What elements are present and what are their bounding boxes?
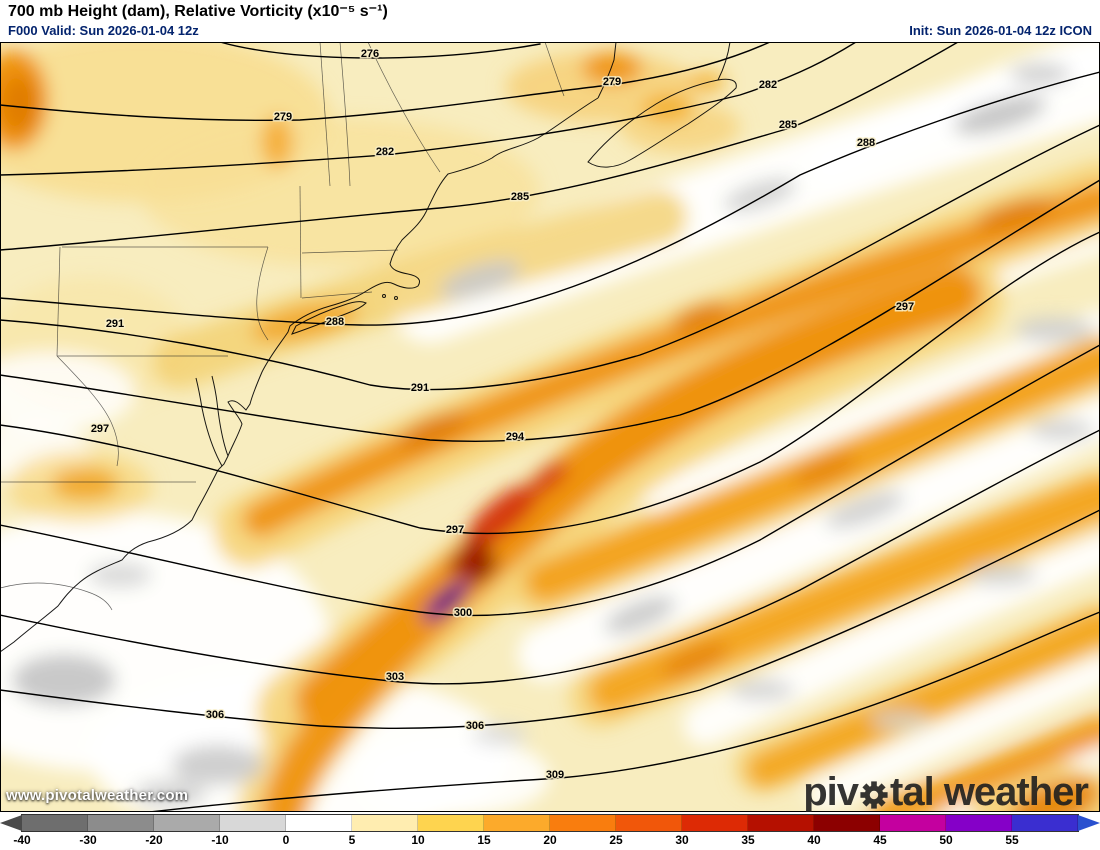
colorbar-tick: -30 xyxy=(79,833,97,847)
colorbar-tick: 15 xyxy=(477,833,491,847)
contour-label: 288 xyxy=(857,137,875,149)
contour-288 xyxy=(0,71,1100,326)
colorbar-tick: -20 xyxy=(145,833,163,847)
colorbar-segment xyxy=(220,815,286,831)
contour-label: 294 xyxy=(506,431,525,443)
height-contours-layer xyxy=(0,42,1100,812)
init-time-label: Init: Sun 2026-01-04 12z ICON xyxy=(909,23,1092,38)
colorbar-segment xyxy=(1012,815,1078,831)
colorbar-segment xyxy=(154,815,220,831)
contour-276 xyxy=(219,42,541,59)
contour-303 xyxy=(0,429,1100,685)
contour-label: 285 xyxy=(511,191,529,203)
colorbar-segment xyxy=(748,815,814,831)
pivotal-weather-logo: piv tal weather xyxy=(803,770,1089,814)
contour-285 xyxy=(0,42,959,251)
logo-text-weather: weather xyxy=(933,770,1089,814)
colorbar-segments xyxy=(21,814,1079,832)
colorbar-segment xyxy=(682,815,748,831)
colorbar-tick: -40 xyxy=(13,833,31,847)
contour-294 xyxy=(0,179,1100,442)
colorbar-segment xyxy=(352,815,418,831)
colorbar-tick: -10 xyxy=(211,833,229,847)
colorbar-tick: 5 xyxy=(348,833,356,847)
colorbar-segment xyxy=(286,815,352,831)
colorbar-tick: 20 xyxy=(543,833,557,847)
colorbar-tick: 25 xyxy=(609,833,623,847)
contour-282 xyxy=(0,42,857,176)
colorbar-right-arrow xyxy=(1078,815,1100,831)
colorbar-segment xyxy=(22,815,88,831)
contour-label: 279 xyxy=(274,111,292,123)
colorbar-left-arrow xyxy=(0,815,22,831)
contour-label: 291 xyxy=(411,382,429,394)
contour-300 xyxy=(0,344,1100,617)
contour-label: 279 xyxy=(603,76,621,88)
colorbar-tick: 55 xyxy=(1005,833,1019,847)
contour-label: 306 xyxy=(206,709,224,721)
contour-label: 309 xyxy=(546,769,564,781)
colorbar-segment xyxy=(616,815,682,831)
contour-label: 282 xyxy=(759,79,777,91)
contour-label: 285 xyxy=(779,119,797,131)
contour-label: 303 xyxy=(386,671,404,683)
colorbar-tick: 50 xyxy=(939,833,953,847)
contour-label: 291 xyxy=(106,318,124,330)
colorbar-segment xyxy=(880,815,946,831)
colorbar-ticks: -40 -30 -20 -10 0 5 10 15 20 25 30 35 40 45 50 55 xyxy=(0,833,1100,849)
contour-label: 297 xyxy=(91,423,109,435)
colorbar-segment xyxy=(946,815,1012,831)
colorbar-segment xyxy=(814,815,880,831)
logo-text-tal: tal xyxy=(890,770,935,814)
colorbar-tick: 35 xyxy=(741,833,755,847)
colorbar-tick: 10 xyxy=(411,833,425,847)
header: 700 mb Height (dam), Relative Vorticity … xyxy=(0,0,1100,42)
vorticity-shading-layer xyxy=(0,42,1100,812)
colorbar-tick: 45 xyxy=(873,833,887,847)
contour-label: 297 xyxy=(896,301,914,313)
colorbar-segment xyxy=(484,815,550,831)
state-borders-layer xyxy=(0,42,565,611)
map-canvas: 276 279 279 282 282 285 285 288 288 291 291 294 297 2… xyxy=(0,42,1100,812)
colorbar-segment xyxy=(88,815,154,831)
contour-309 xyxy=(149,611,1100,812)
colorbar-bar xyxy=(0,814,1100,832)
contour-306 xyxy=(0,509,1100,729)
gear-icon xyxy=(859,779,890,810)
contour-label: 282 xyxy=(376,146,394,158)
logo-text-piv: piv xyxy=(803,770,859,814)
colorbar-segment xyxy=(418,815,484,831)
contour-labels-layer: 276 279 279 282 282 285 285 288 288 291 291 294 297 2… xyxy=(89,47,915,783)
contour-label: 306 xyxy=(466,720,484,732)
colorbar-tick: 30 xyxy=(675,833,689,847)
contour-label: 288 xyxy=(326,316,344,328)
contour-label: 276 xyxy=(361,48,379,60)
colorbar: -40 -30 -20 -10 0 5 10 15 20 25 30 35 40 45 50 55 xyxy=(0,812,1100,850)
colorbar-tick: 40 xyxy=(807,833,821,847)
valid-time-label: F000 Valid: Sun 2026-01-04 12z xyxy=(8,23,199,38)
colorbar-segment xyxy=(550,815,616,831)
colorbar-tick: 0 xyxy=(282,833,290,847)
contour-297 xyxy=(0,231,1100,535)
contour-label: 297 xyxy=(446,524,464,536)
contour-279 xyxy=(0,42,771,122)
contour-label: 300 xyxy=(454,607,472,619)
page-title: 700 mb Height (dam), Relative Vorticity … xyxy=(8,3,388,20)
map-svg: 276 279 279 282 282 285 285 288 288 291 291 294 297 2… xyxy=(0,42,1100,812)
contour-291 xyxy=(0,124,1100,391)
watermark-url: www.pivotalweather.com xyxy=(6,787,189,804)
